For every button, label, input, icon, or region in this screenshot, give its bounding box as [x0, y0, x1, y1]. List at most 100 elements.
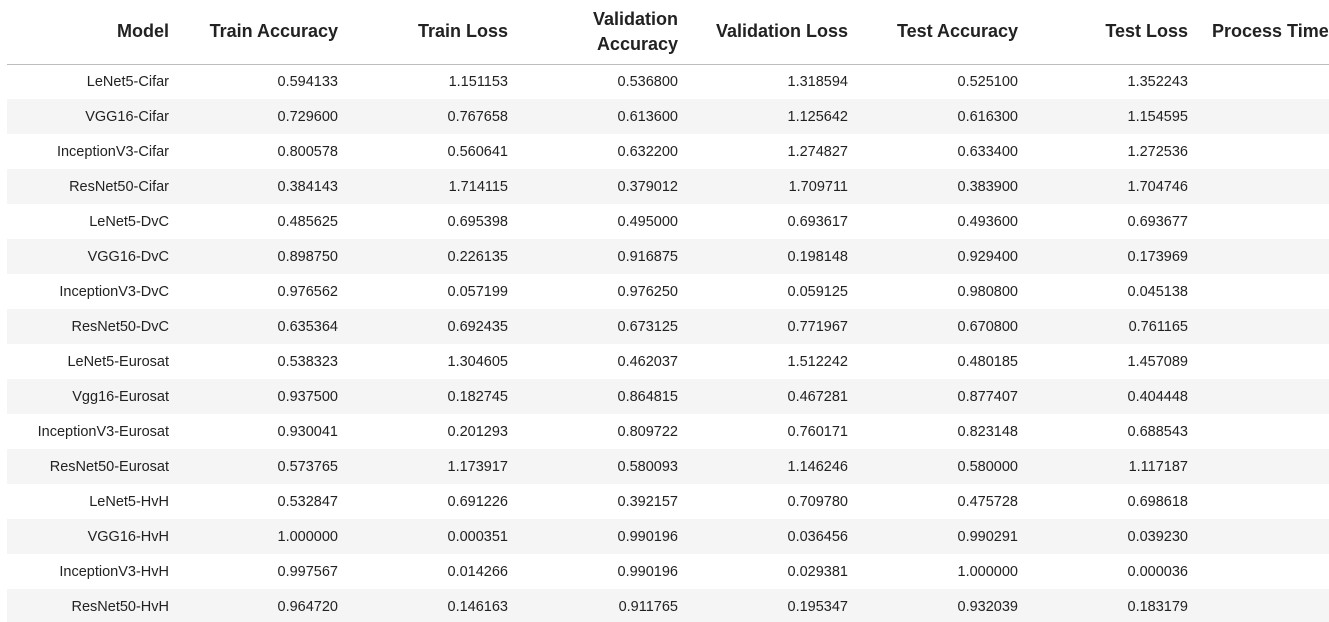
cell-test-accuracy: 0.932039	[852, 589, 1022, 622]
cell-test-accuracy: 1.000000	[852, 554, 1022, 589]
cell-test-accuracy: 0.525100	[852, 64, 1022, 99]
cell-test-loss: 1.117187	[1022, 449, 1192, 484]
cell-train-accuracy: 0.976562	[172, 274, 342, 309]
cell-train-accuracy: 0.898750	[172, 239, 342, 274]
cell-model: ResNet50-Cifar	[7, 169, 172, 204]
cell-process-time-clipped	[1192, 99, 1329, 134]
column-header-process-time: Process Time	[1192, 0, 1329, 65]
cell-validation-accuracy: 0.613600	[512, 99, 682, 134]
table-row: ResNet50-HvH 0.964720 0.146163 0.911765 0.19…	[7, 589, 1329, 622]
cell-test-loss: 0.173969	[1022, 239, 1192, 274]
cell-validation-accuracy: 0.632200	[512, 134, 682, 169]
cell-process-time-clipped	[1192, 169, 1329, 204]
cell-test-accuracy: 0.633400	[852, 134, 1022, 169]
cell-test-loss: 0.045138	[1022, 274, 1192, 309]
cell-process-time-clipped	[1192, 379, 1329, 414]
cell-train-loss: 0.767658	[342, 99, 512, 134]
cell-train-loss: 0.226135	[342, 239, 512, 274]
cell-validation-accuracy: 0.809722	[512, 414, 682, 449]
column-header-train-loss: Train Loss	[342, 0, 512, 65]
cell-model: VGG16-Cifar	[7, 99, 172, 134]
cell-test-accuracy: 0.980800	[852, 274, 1022, 309]
cell-train-accuracy: 0.937500	[172, 379, 342, 414]
cell-validation-loss: 0.195347	[682, 589, 852, 622]
cell-train-accuracy: 0.930041	[172, 414, 342, 449]
cell-model: InceptionV3-Eurosat	[7, 414, 172, 449]
cell-validation-accuracy: 0.990196	[512, 519, 682, 554]
cell-process-time-clipped	[1192, 134, 1329, 169]
table-row: ResNet50-Eurosat 0.573765 1.173917 0.580093…	[7, 449, 1329, 484]
cell-train-accuracy: 0.538323	[172, 344, 342, 379]
cell-test-accuracy: 0.616300	[852, 99, 1022, 134]
cell-model: ResNet50-DvC	[7, 309, 172, 344]
table-row: LeNet5-DvC 0.485625 0.695398 0.495000 0.6936…	[7, 204, 1329, 239]
cell-validation-loss: 1.318594	[682, 64, 852, 99]
cell-test-accuracy: 0.877407	[852, 379, 1022, 414]
cell-train-accuracy: 0.485625	[172, 204, 342, 239]
table-row: InceptionV3-DvC 0.976562 0.057199 0.976250 0…	[7, 274, 1329, 309]
cell-test-loss: 0.698618	[1022, 484, 1192, 519]
cell-train-accuracy: 0.964720	[172, 589, 342, 622]
cell-validation-loss: 1.274827	[682, 134, 852, 169]
header-row: Model Train Accuracy Train Loss Validati…	[7, 0, 1329, 65]
table-row: LeNet5-Cifar 0.594133 1.151153 0.536800 1.31…	[7, 64, 1329, 99]
cell-train-loss: 0.560641	[342, 134, 512, 169]
cell-test-loss: 1.154595	[1022, 99, 1192, 134]
cell-train-loss: 0.146163	[342, 589, 512, 622]
table-row: LeNet5-HvH 0.532847 0.691226 0.392157 0.7097…	[7, 484, 1329, 519]
cell-model: LeNet5-Cifar	[7, 64, 172, 99]
cell-train-accuracy: 0.997567	[172, 554, 342, 589]
table-row: InceptionV3-Cifar 0.800578 0.560641 0.63220…	[7, 134, 1329, 169]
cell-test-accuracy: 0.493600	[852, 204, 1022, 239]
table-row: VGG16-Cifar 0.729600 0.767658 0.613600 1.125…	[7, 99, 1329, 134]
cell-validation-accuracy: 0.916875	[512, 239, 682, 274]
cell-validation-accuracy: 0.379012	[512, 169, 682, 204]
cell-train-loss: 1.304605	[342, 344, 512, 379]
cell-validation-accuracy: 0.580093	[512, 449, 682, 484]
cell-test-accuracy: 0.990291	[852, 519, 1022, 554]
cell-train-accuracy: 0.532847	[172, 484, 342, 519]
table-row: InceptionV3-Eurosat 0.930041 0.201293 0.809…	[7, 414, 1329, 449]
cell-train-loss: 0.695398	[342, 204, 512, 239]
cell-model: LeNet5-Eurosat	[7, 344, 172, 379]
table-row: LeNet5-Eurosat 0.538323 1.304605 0.462037 1.…	[7, 344, 1329, 379]
results-table-container[interactable]: Model Train Accuracy Train Loss Validati…	[7, 0, 1329, 622]
cell-validation-accuracy: 0.392157	[512, 484, 682, 519]
table-body: LeNet5-Cifar 0.594133 1.151153 0.536800 1.31…	[7, 64, 1329, 622]
cell-train-accuracy: 0.800578	[172, 134, 342, 169]
cell-test-loss: 0.761165	[1022, 309, 1192, 344]
column-header-validation-loss: Validation Loss	[682, 0, 852, 65]
cell-model: ResNet50-Eurosat	[7, 449, 172, 484]
cell-process-time-clipped	[1192, 449, 1329, 484]
cell-train-accuracy: 0.729600	[172, 99, 342, 134]
cell-test-loss: 0.693677	[1022, 204, 1192, 239]
cell-validation-accuracy: 0.673125	[512, 309, 682, 344]
cell-process-time-clipped	[1192, 239, 1329, 274]
cell-validation-accuracy: 0.990196	[512, 554, 682, 589]
cell-test-accuracy: 0.475728	[852, 484, 1022, 519]
cell-train-loss: 1.151153	[342, 64, 512, 99]
cell-process-time-clipped	[1192, 204, 1329, 239]
cell-process-time-clipped	[1192, 589, 1329, 622]
cell-process-time-clipped	[1192, 64, 1329, 99]
cell-test-accuracy: 0.929400	[852, 239, 1022, 274]
cell-train-accuracy: 0.594133	[172, 64, 342, 99]
column-header-test-loss: Test Loss	[1022, 0, 1192, 65]
cell-train-accuracy: 1.000000	[172, 519, 342, 554]
cell-validation-loss: 0.467281	[682, 379, 852, 414]
cell-process-time-clipped	[1192, 274, 1329, 309]
table-row: InceptionV3-HvH 0.997567 0.014266 0.990196 0…	[7, 554, 1329, 589]
table-row: Vgg16-Eurosat 0.937500 0.182745 0.864815 0.4…	[7, 379, 1329, 414]
column-header-validation-accuracy: Validation Accuracy	[512, 0, 682, 65]
cell-process-time-clipped	[1192, 519, 1329, 554]
cell-validation-accuracy: 0.536800	[512, 64, 682, 99]
cell-validation-loss: 1.512242	[682, 344, 852, 379]
cell-process-time-clipped	[1192, 484, 1329, 519]
cell-process-time-clipped	[1192, 414, 1329, 449]
cell-test-accuracy: 0.823148	[852, 414, 1022, 449]
cell-train-loss: 0.691226	[342, 484, 512, 519]
cell-validation-accuracy: 0.976250	[512, 274, 682, 309]
cell-validation-accuracy: 0.462037	[512, 344, 682, 379]
cell-train-accuracy: 0.635364	[172, 309, 342, 344]
cell-validation-loss: 1.125642	[682, 99, 852, 134]
